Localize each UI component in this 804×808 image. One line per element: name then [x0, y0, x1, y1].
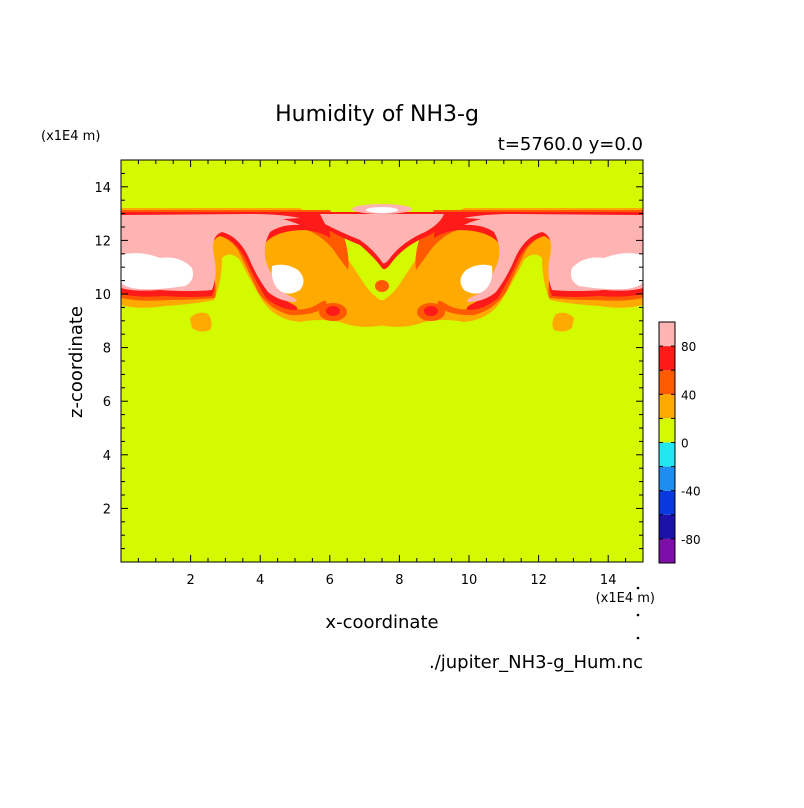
contour-upper-right-pink [464, 214, 643, 236]
y-axis-ticks: 2 4 6 8 10 12 14 [94, 172, 643, 550]
marker-dot [636, 586, 640, 590]
y-axis-unit: (x1E4 m) [41, 129, 100, 144]
contour-top-center-white [366, 207, 398, 213]
x-tick-label: 14 [600, 573, 617, 588]
y-tick-label: 10 [94, 288, 111, 303]
x-tick-label: 8 [395, 573, 403, 588]
x-axis-ticks: 2 4 6 8 10 12 14 [137, 160, 627, 588]
colorbar-segment [659, 514, 675, 539]
marker-dot [636, 636, 640, 640]
contour-right-white [570, 253, 643, 290]
colorbar-segment [659, 346, 675, 371]
colorbar-tick-label: 0 [681, 437, 689, 451]
colorbar-segment [659, 418, 675, 443]
chart-title: Humidity of NH3-g [275, 102, 479, 127]
colorbar-segment [659, 442, 675, 467]
y-tick-label: 8 [103, 342, 111, 357]
colorbar-segment [659, 538, 675, 563]
colorbar-tick-label: 80 [681, 340, 696, 354]
contour-left-white [121, 253, 194, 290]
contour-center-pink [320, 214, 444, 264]
contour-right-orange-blob [552, 312, 574, 332]
y-tick-label: 12 [94, 234, 111, 249]
colorbar-tick-label: -80 [681, 533, 701, 547]
contour-right-core-red [424, 306, 438, 316]
contour-field [121, 204, 643, 332]
contour-left-orange-blob [190, 312, 212, 332]
y-tick-label: 2 [103, 502, 111, 517]
x-tick-label: 6 [326, 573, 334, 588]
contour-center-blob-lower [373, 300, 391, 312]
contour-center-blob [375, 280, 389, 292]
colorbar-tick-label: 40 [681, 388, 696, 402]
x-tick-label: 12 [530, 573, 547, 588]
source-filename: ./jupiter_NH3-g_Hum.nc [429, 652, 643, 673]
y-tick-label: 4 [103, 449, 111, 464]
colorbar-segment [659, 466, 675, 491]
marker-dot [636, 613, 640, 617]
x-axis-unit: (x1E4 m) [596, 591, 655, 606]
x-tick-label: 4 [256, 573, 264, 588]
y-tick-label: 14 [94, 181, 111, 196]
x-axis-label: x-coordinate [325, 612, 438, 633]
colorbar-segment [659, 322, 675, 347]
colorbar-segment [659, 370, 675, 395]
contour-upper-left-pink [121, 214, 300, 236]
y-axis-label: z-coordinate [66, 306, 87, 418]
x-tick-label: 10 [461, 573, 478, 588]
colorbar [659, 322, 675, 563]
colorbar-ticks: 80 40 0 -40 -80 [659, 340, 701, 547]
colorbar-tick-label: -40 [681, 485, 701, 499]
colorbar-segment [659, 394, 675, 419]
contour-left-inner-white [271, 264, 304, 294]
chart-subtitle: t=5760.0 y=0.0 [498, 134, 643, 155]
y-tick-label: 6 [103, 395, 111, 410]
colorbar-segment [659, 490, 675, 515]
contour-right-inner-white [460, 264, 493, 294]
contour-left-core-red [326, 306, 340, 316]
x-tick-label: 2 [186, 573, 194, 588]
